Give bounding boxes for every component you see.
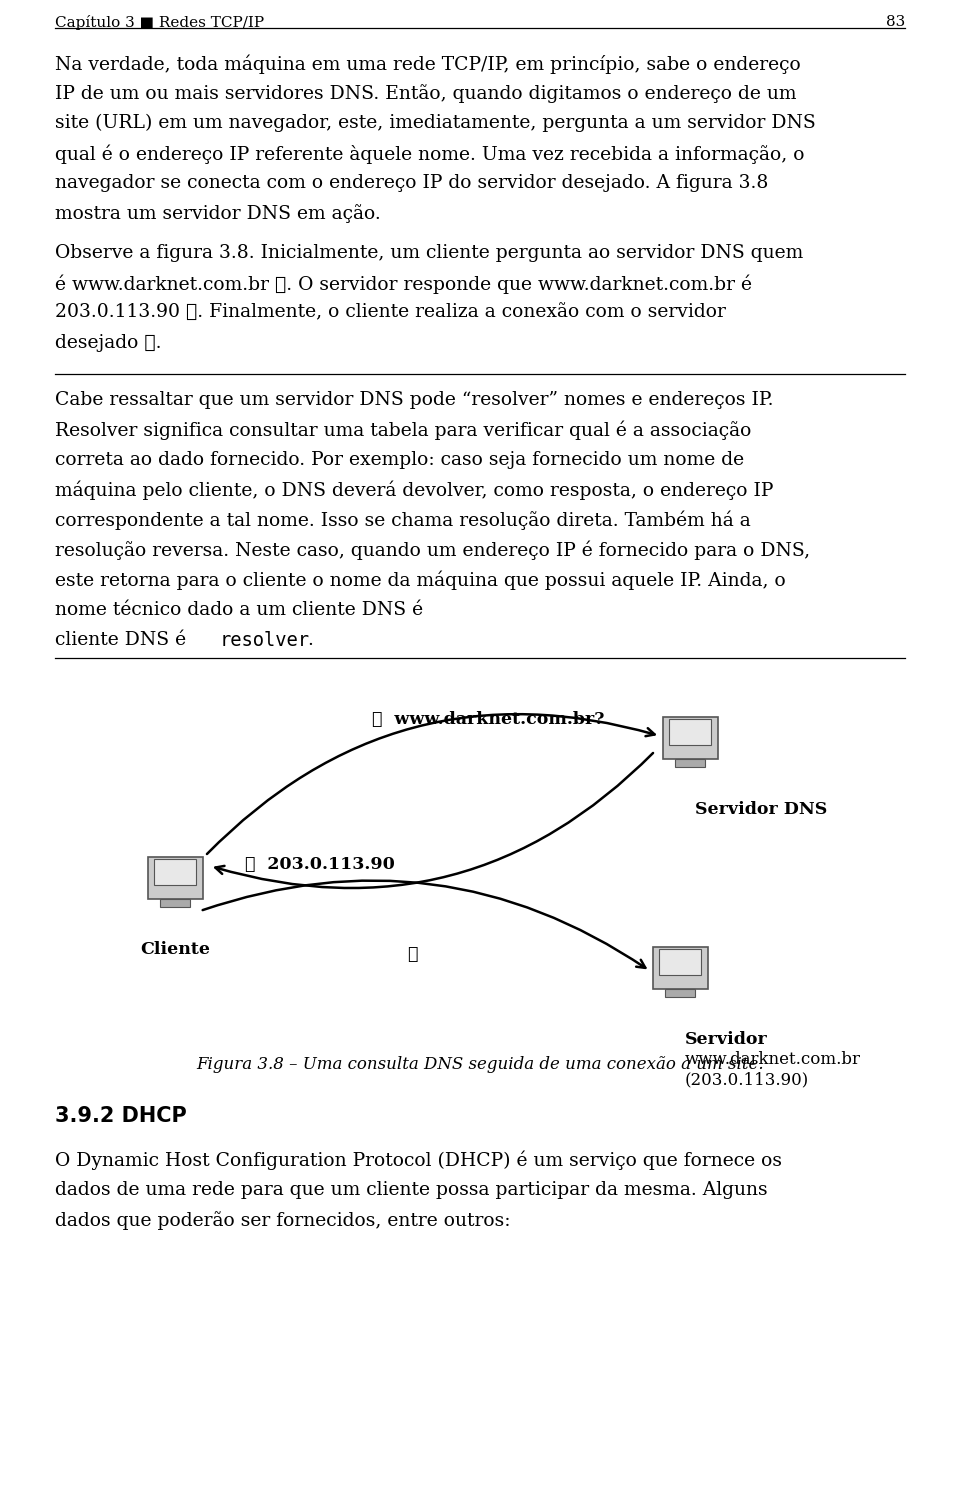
Text: resolver: resolver [220, 631, 310, 650]
Text: dados que poderão ser fornecidos, entre outros:: dados que poderão ser fornecidos, entre … [55, 1211, 511, 1229]
Text: O Dynamic Host Configuration Protocol (DHCP) é um serviço que fornece os: O Dynamic Host Configuration Protocol (D… [55, 1151, 782, 1170]
FancyBboxPatch shape [160, 900, 190, 907]
Text: Observe a figura 3.8. Inicialmente, um cliente pergunta ao servidor DNS quem: Observe a figura 3.8. Inicialmente, um c… [55, 243, 804, 262]
FancyBboxPatch shape [653, 947, 708, 989]
Text: correta ao dado fornecido. Por exemplo: caso seja fornecido um nome de: correta ao dado fornecido. Por exemplo: … [55, 451, 744, 469]
Text: site (URL) em um navegador, este, imediatamente, pergunta a um servidor DNS: site (URL) em um navegador, este, imedia… [55, 113, 816, 132]
Text: Servidor DNS: Servidor DNS [695, 801, 828, 818]
FancyArrowPatch shape [203, 880, 645, 968]
FancyBboxPatch shape [665, 989, 695, 996]
Text: cliente DNS é: cliente DNS é [55, 631, 192, 649]
FancyBboxPatch shape [155, 859, 196, 885]
Text: mostra um servidor DNS em ação.: mostra um servidor DNS em ação. [55, 204, 381, 222]
FancyBboxPatch shape [675, 759, 705, 767]
Text: dados de uma rede para que um cliente possa participar da mesma. Alguns: dados de uma rede para que um cliente po… [55, 1181, 768, 1199]
Text: Figura 3.8 – Uma consulta DNS seguida de uma conexão a um site.: Figura 3.8 – Uma consulta DNS seguida de… [196, 1055, 764, 1074]
Text: Capítulo 3 ■ Redes TCP/IP: Capítulo 3 ■ Redes TCP/IP [55, 15, 264, 30]
Text: nome técnico dado a um cliente DNS é: nome técnico dado a um cliente DNS é [55, 600, 423, 618]
Text: navegador se conecta com o endereço IP do servidor desejado. A figura 3.8: navegador se conecta com o endereço IP d… [55, 174, 768, 192]
Text: desejado ③.: desejado ③. [55, 334, 161, 352]
FancyArrowPatch shape [207, 714, 655, 854]
Text: 3.9.2 DHCP: 3.9.2 DHCP [55, 1105, 187, 1126]
Text: ③: ③ [407, 947, 418, 963]
Text: ①  www.darknet.com.br?: ① www.darknet.com.br? [372, 711, 605, 727]
Text: máquina pelo cliente, o DNS deverá devolver, como resposta, o endereço IP: máquina pelo cliente, o DNS deverá devol… [55, 481, 774, 500]
Text: Cliente: Cliente [140, 940, 210, 959]
Text: 203.0.113.90 ②. Finalmente, o cliente realiza a conexão com o servidor: 203.0.113.90 ②. Finalmente, o cliente re… [55, 304, 726, 322]
Text: www.darknet.com.br: www.darknet.com.br [685, 1051, 861, 1067]
Text: é www.darknet.com.br ①. O servidor responde que www.darknet.com.br é: é www.darknet.com.br ①. O servidor respo… [55, 274, 752, 293]
Text: 83: 83 [886, 15, 905, 29]
Text: Resolver significa consultar uma tabela para verificar qual é a associação: Resolver significa consultar uma tabela … [55, 420, 752, 440]
FancyBboxPatch shape [660, 950, 701, 975]
Text: resolução reversa. Neste caso, quando um endereço IP é fornecido para o DNS,: resolução reversa. Neste caso, quando um… [55, 541, 810, 561]
Text: este retorna para o cliente o nome da máquina que possui aquele IP. Ainda, o: este retorna para o cliente o nome da má… [55, 572, 785, 591]
FancyArrowPatch shape [215, 753, 653, 888]
Text: ②  203.0.113.90: ② 203.0.113.90 [245, 856, 395, 872]
FancyBboxPatch shape [662, 717, 717, 759]
Text: (203.0.113.90): (203.0.113.90) [685, 1070, 809, 1089]
Text: .: . [307, 631, 313, 649]
Text: Cabe ressaltar que um servidor DNS pode “resolver” nomes e endereços IP.: Cabe ressaltar que um servidor DNS pode … [55, 392, 774, 410]
Text: IP de um ou mais servidores DNS. Então, quando digitamos o endereço de um: IP de um ou mais servidores DNS. Então, … [55, 85, 797, 103]
Text: Na verdade, toda máquina em uma rede TCP/IP, em princípio, sabe o endereço: Na verdade, toda máquina em uma rede TCP… [55, 54, 801, 74]
Text: correspondente a tal nome. Isso se chama resolução direta. Também há a: correspondente a tal nome. Isso se chama… [55, 511, 751, 531]
FancyBboxPatch shape [669, 720, 710, 744]
Text: Servidor: Servidor [685, 1031, 768, 1048]
Text: qual é o endereço IP referente àquele nome. Uma vez recebida a informação, o: qual é o endereço IP referente àquele no… [55, 144, 804, 163]
FancyBboxPatch shape [148, 857, 203, 900]
